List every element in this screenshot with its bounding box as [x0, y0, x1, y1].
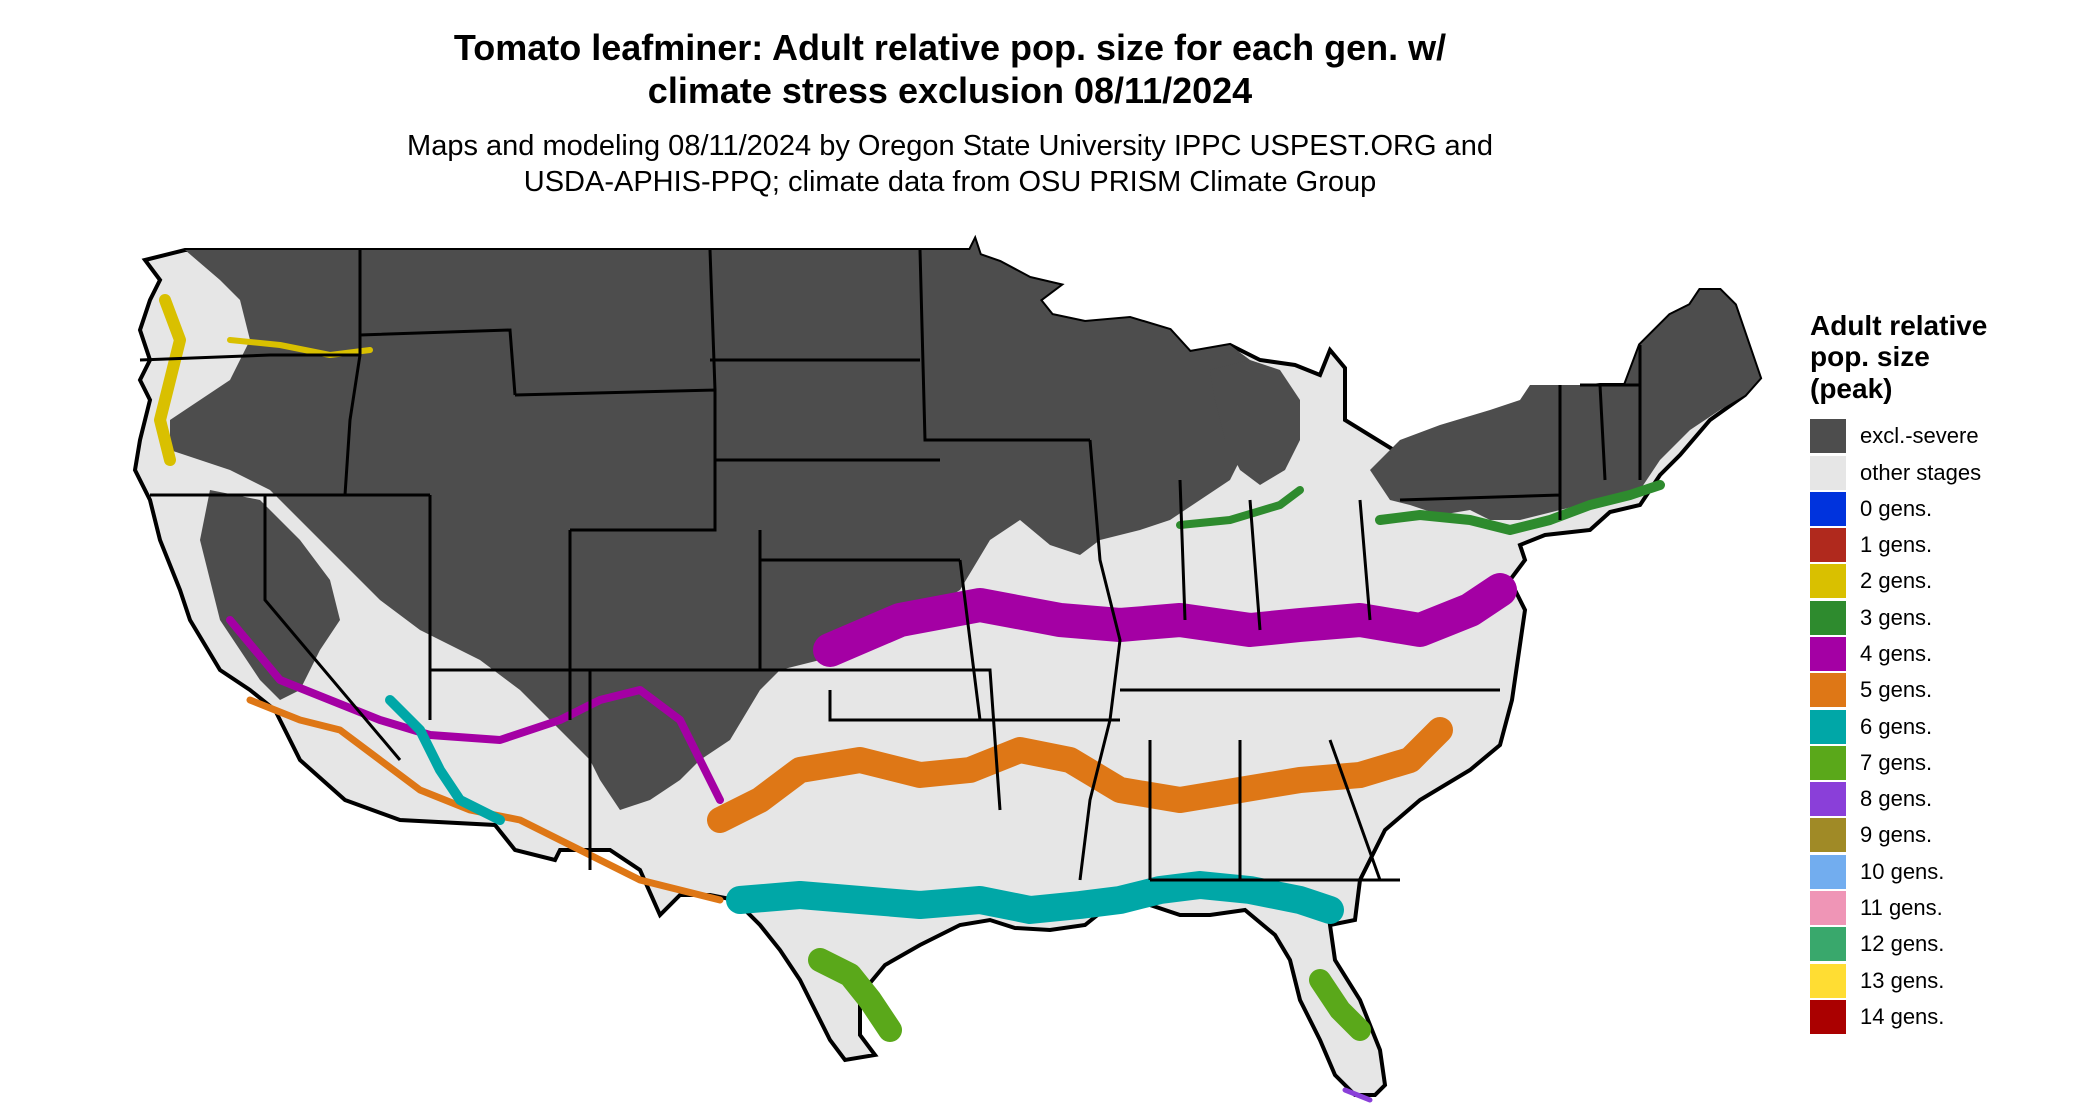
band-7-gens-texas: [808, 948, 902, 1042]
legend-item: 2 gens.: [1810, 563, 2090, 599]
legend-label: 4 gens.: [1860, 641, 1933, 666]
map-subtitle: Maps and modeling 08/11/2024 by Oregon S…: [150, 128, 1750, 201]
map-title-line-1: Tomato leafminer: Adult relative pop. si…: [453, 27, 1447, 68]
legend-item: 12 gens.: [1810, 926, 2090, 962]
legend-title-line-2: pop. size: [1810, 341, 1930, 373]
legend-swatch: [1810, 709, 1846, 744]
state-border-ne-ks: [715, 458, 960, 562]
map-title: Tomato leafminer: Adult relative pop. si…: [150, 26, 1750, 112]
legend-swatch: [1810, 891, 1846, 926]
band-7-gens-florida: [1309, 969, 1371, 1041]
legend-item: other stages: [1810, 454, 2090, 490]
band-2-gens-northwest: [154, 294, 186, 466]
legend-item: 10 gens.: [1810, 854, 2090, 890]
legend-item: 1 gens.: [1810, 527, 2090, 563]
state-border-mn-ia: [918, 249, 1090, 442]
state-border-ny-pa: [1399, 385, 1562, 520]
state-border-dakotas: [708, 249, 920, 391]
legend-item: 4 gens.: [1810, 636, 2090, 672]
legend-swatch: [1810, 564, 1846, 599]
legend-item: 14 gens.: [1810, 999, 2090, 1035]
band-2-gens-idaho: [227, 337, 373, 358]
legend-label: 8 gens.: [1860, 786, 1933, 812]
legend: Adult relative pop. size (peak) excl.-se…: [1810, 310, 2090, 1035]
band-5-gens: [707, 717, 1453, 833]
legend-swatch: [1810, 854, 1846, 889]
state-border-ms-al-ga: [1148, 739, 1382, 881]
legend-label: 13 gens.: [1860, 967, 1945, 993]
legend-swatch: [1810, 419, 1846, 454]
legend-swatch: [1810, 745, 1846, 780]
generation-bands: [154, 294, 1665, 1103]
legend-item: 13 gens.: [1810, 963, 2090, 999]
band-4-gens-west: [226, 616, 724, 804]
legend-swatch: [1810, 528, 1846, 563]
legend-title-line-3: (peak): [1810, 372, 1893, 404]
band-6-gens-west: [385, 695, 505, 825]
band-3-gens-great-lakes: [1176, 486, 1304, 529]
state-borders: [139, 249, 1642, 882]
legend-label: 1 gens.: [1860, 532, 1933, 558]
state-border-ca-nv: [263, 495, 402, 761]
legend-label: 6 gens.: [1860, 713, 1933, 739]
excl-severe-regions: [170, 240, 1760, 810]
legend-swatch: [1810, 637, 1846, 671]
legend-label: 12 gens.: [1860, 931, 1945, 957]
legend-swatch: [1810, 673, 1846, 708]
state-border-new-england: [1580, 345, 1642, 481]
band-8-gens-keys: [1342, 1087, 1373, 1103]
map-subtitle-line-1: Maps and modeling 08/11/2024 by Oregon S…: [407, 130, 1493, 162]
legend-item: 6 gens.: [1810, 708, 2090, 744]
legend-label: 3 gens.: [1860, 604, 1933, 630]
legend-swatch: [1810, 782, 1846, 817]
excl-severe-north-central: [170, 240, 1270, 810]
legend-item: 7 gens.: [1810, 745, 2090, 781]
legend-label: other stages: [1860, 459, 1982, 485]
legend-item: 5 gens.: [1810, 672, 2090, 708]
legend-label: 10 gens.: [1860, 858, 1945, 884]
state-border-montana-south: [359, 328, 517, 396]
excl-severe-great-lakes: [1210, 360, 1300, 485]
legend-item: 11 gens.: [1810, 890, 2090, 926]
legend-swatch: [1810, 963, 1846, 998]
map-subtitle-line-2: USDA-APHIS-PPQ; climate data from OSU PR…: [523, 166, 1377, 199]
legend-label: 11 gens.: [1860, 895, 1943, 921]
state-border-wa-or: [139, 353, 360, 362]
legend-item: 9 gens.: [1810, 817, 2090, 853]
legend-items: excl.-severe other stages 0 gens. 1 gens. 2 …: [1810, 418, 2090, 1035]
band-3-gens-northeast: [1375, 480, 1665, 535]
legend-item: 3 gens.: [1810, 600, 2090, 636]
band-6-gens: [726, 871, 1344, 924]
legend-swatch: [1810, 491, 1846, 526]
legend-swatch: [1810, 600, 1846, 635]
legend-item: excl.-severe: [1810, 418, 2090, 454]
state-border-il-in: [1178, 479, 1262, 631]
state-border-mississippi: [1078, 439, 1122, 881]
excl-severe-northeast: [1370, 290, 1760, 520]
legend-item: 0 gens.: [1810, 491, 2090, 527]
legend-title: Adult relative pop. size (peak): [1810, 310, 2090, 404]
legend-label: 5 gens.: [1860, 677, 1933, 703]
legend-swatch: [1810, 818, 1846, 853]
legend-label: 9 gens.: [1860, 822, 1933, 848]
state-border-ok-tx: [760, 668, 1002, 811]
legend-label: 14 gens.: [1860, 1003, 1945, 1029]
state-border-id-west: [343, 250, 362, 496]
legend-swatch: [1810, 927, 1846, 962]
map-title-line-2: climate stress exclusion 08/11/2024: [647, 70, 1253, 112]
state-border-mo-ar: [958, 559, 1120, 722]
legend-title-line-1: Adult relative: [1810, 310, 1988, 341]
legend-label: 7 gens.: [1860, 749, 1933, 775]
state-border-oh-pa: [1358, 499, 1372, 621]
legend-label: excl.-severe: [1860, 423, 1979, 449]
legend-swatch: [1810, 999, 1846, 1034]
legend-label: 0 gens.: [1860, 495, 1933, 521]
legend-item: 8 gens.: [1810, 781, 2090, 817]
legend-label: 2 gens.: [1860, 568, 1933, 594]
legend-swatch: [1810, 455, 1846, 490]
